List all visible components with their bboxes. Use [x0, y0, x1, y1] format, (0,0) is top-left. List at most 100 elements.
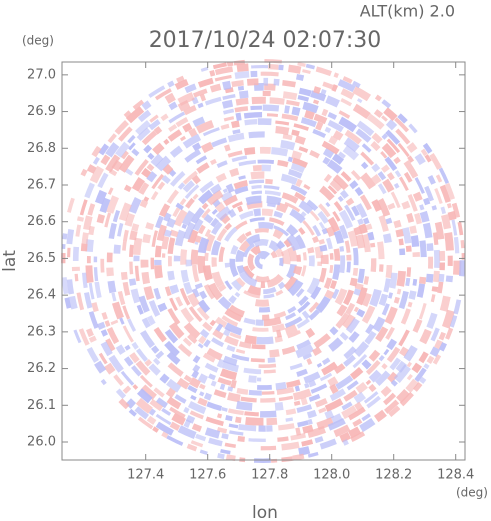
echo-cell	[294, 234, 306, 250]
echo-cell	[246, 78, 259, 86]
echo-cell	[106, 267, 114, 277]
echo-cell	[353, 391, 366, 404]
echo-cell	[81, 272, 88, 289]
echo-cell	[177, 99, 191, 112]
echo-cell	[372, 316, 386, 332]
echo-cell	[313, 333, 331, 349]
echo-cell	[189, 410, 204, 420]
echo-cell	[251, 190, 262, 195]
echo-cell	[239, 270, 258, 288]
echo-cell	[166, 217, 176, 228]
echo-cell	[434, 339, 444, 350]
echo-cell	[89, 144, 102, 158]
echo-cell	[164, 92, 176, 104]
echo-cell	[169, 229, 179, 238]
echo-cell	[127, 134, 136, 144]
plot-frame	[61, 61, 466, 461]
echo-cell	[211, 271, 225, 288]
echo-cell	[84, 292, 93, 309]
echo-cell	[268, 217, 285, 226]
echo-cell	[164, 340, 180, 357]
echo-cell	[183, 322, 201, 340]
echo-cell	[225, 415, 233, 422]
echo-cell	[111, 292, 117, 302]
echo-cell	[366, 113, 385, 130]
echo-cell	[410, 235, 420, 248]
echo-cell	[300, 117, 317, 128]
echo-cell	[310, 286, 322, 300]
echo-cell	[435, 174, 443, 183]
echo-cell	[231, 201, 243, 209]
echo-cell	[256, 336, 274, 345]
echo-cell	[195, 119, 215, 134]
echo-cell	[393, 364, 411, 384]
echo-cell	[332, 174, 349, 191]
echo-cell	[97, 321, 106, 330]
echo-cell	[128, 142, 136, 151]
echo-cell	[122, 241, 127, 251]
echo-cell	[61, 277, 69, 295]
echo-cell	[130, 288, 141, 304]
echo-cell	[94, 189, 107, 205]
y-tick-label: 27.0	[27, 67, 56, 82]
echo-cell	[125, 398, 137, 409]
echo-cell	[405, 378, 419, 393]
echo-cell	[183, 281, 193, 295]
echo-cell	[333, 201, 343, 212]
y-tick-label: 26.6	[27, 214, 56, 229]
echo-cell	[234, 220, 248, 230]
echo-cell	[266, 113, 279, 117]
echo-cell	[216, 426, 228, 434]
echo-cell	[250, 171, 265, 180]
echo-cell	[234, 71, 250, 80]
echo-cell	[188, 127, 198, 138]
echo-cell	[131, 365, 142, 377]
echo-cell	[292, 388, 312, 401]
altitude-label: ALT(km) 2.0	[360, 2, 455, 21]
echo-cell	[68, 295, 78, 310]
echo-cell	[214, 316, 228, 329]
echo-cell	[209, 158, 217, 166]
echo-cell	[301, 310, 311, 320]
echo-cell	[271, 147, 289, 157]
echo-cell	[337, 195, 344, 202]
echo-cell	[395, 228, 404, 238]
echo-cell	[324, 289, 335, 300]
echo-cell	[209, 319, 217, 327]
echo-cell	[332, 210, 341, 222]
echo-cell	[411, 362, 422, 374]
echo-cell	[287, 329, 301, 339]
echo-cell	[211, 221, 223, 235]
echo-cell	[386, 172, 395, 181]
echo-cell	[210, 380, 217, 387]
echo-cell	[182, 122, 193, 133]
echo-cell	[220, 123, 230, 130]
echo-cell	[309, 150, 320, 159]
echo-cell	[360, 151, 375, 166]
echo-cell	[159, 203, 171, 218]
echo-cell	[388, 292, 393, 299]
echo-cell	[248, 179, 265, 185]
echo-cell	[292, 157, 308, 168]
echo-cell	[195, 433, 207, 442]
echo-cell	[350, 431, 366, 444]
echo-cell	[243, 147, 256, 156]
echo-cell	[397, 142, 410, 158]
echo-cell	[190, 207, 205, 224]
echo-cell	[147, 84, 166, 98]
echo-cell	[276, 202, 289, 214]
echo-cell	[316, 417, 334, 430]
echo-cell	[380, 151, 388, 159]
echo-cell	[295, 427, 302, 436]
echo-cell	[238, 341, 252, 349]
echo-cell	[135, 120, 152, 136]
echo-cell	[139, 199, 149, 209]
echo-cell	[196, 162, 210, 174]
echo-cell	[202, 352, 216, 363]
echo-cell	[154, 265, 163, 279]
echo-cell	[383, 107, 398, 122]
echo-cell	[275, 289, 284, 297]
echo-cell	[308, 309, 321, 321]
echo-cell	[249, 217, 265, 223]
echo-cell	[235, 97, 249, 106]
